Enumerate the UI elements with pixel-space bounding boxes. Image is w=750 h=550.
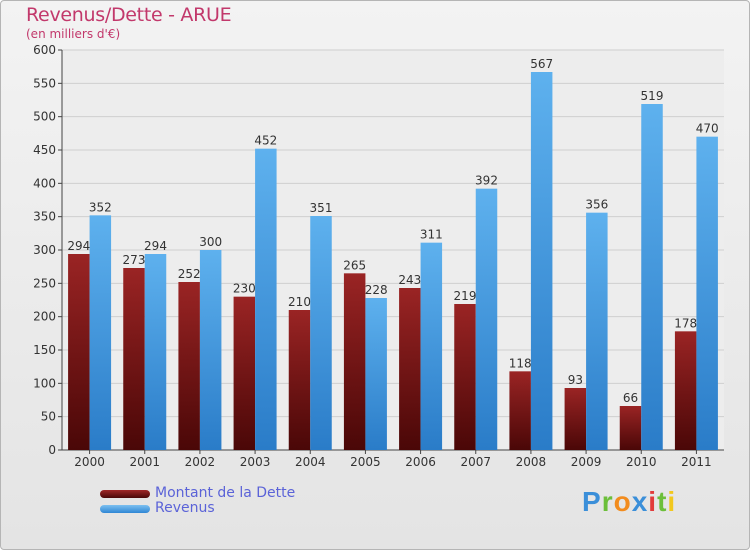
bar-revenue <box>475 188 498 450</box>
logo-letter: r <box>601 486 614 517</box>
bar-revenue <box>586 212 608 450</box>
data-label-revenue: 351 <box>310 201 333 215</box>
bar-revenue <box>144 254 167 450</box>
y-tick-label: 500 <box>33 110 56 124</box>
data-label-revenue: 519 <box>641 89 664 103</box>
bar-debt <box>564 388 587 450</box>
x-tick-label: 2007 <box>460 455 491 469</box>
bar-debt <box>233 296 256 450</box>
y-tick-label: 450 <box>33 143 56 157</box>
legend-label-revenue: Revenus <box>155 500 215 516</box>
logo-letter: t <box>657 486 668 517</box>
legend-swatch-debt <box>100 490 150 498</box>
bar-debt <box>123 268 145 450</box>
y-tick-label: 200 <box>33 310 56 324</box>
data-label-debt: 252 <box>178 267 201 281</box>
x-tick-label: 2009 <box>571 455 602 469</box>
bar-debt <box>343 273 366 450</box>
logo-letter: i <box>648 486 658 517</box>
x-tick-label: 2011 <box>681 455 712 469</box>
legend-label-debt: Montant de la Dette <box>155 485 296 501</box>
x-tick-label: 2006 <box>405 455 436 469</box>
logo-letter: x <box>631 486 649 517</box>
x-tick-label: 2010 <box>626 455 657 469</box>
y-tick-label: 0 <box>48 443 56 457</box>
data-label-debt: 243 <box>398 273 421 287</box>
bar-debt <box>674 331 697 450</box>
y-tick-label: 50 <box>41 410 56 424</box>
x-tick-label: 2003 <box>240 455 271 469</box>
data-label-debt: 93 <box>568 373 583 387</box>
chart-title: Revenus/Dette - ARUE <box>26 4 232 26</box>
data-label-debt: 230 <box>233 282 256 296</box>
data-label-debt: 294 <box>67 239 90 253</box>
data-label-revenue: 311 <box>420 228 443 242</box>
y-tick-label: 550 <box>33 76 56 90</box>
data-label-revenue: 294 <box>144 239 167 253</box>
x-tick-label: 2000 <box>74 455 105 469</box>
proxiti-logo: Proxiti <box>582 486 676 518</box>
bar-debt <box>68 254 90 450</box>
data-label-revenue: 352 <box>89 200 112 214</box>
y-tick-label: 250 <box>33 276 56 290</box>
x-tick-label: 2004 <box>295 455 326 469</box>
data-label-debt: 210 <box>288 295 311 309</box>
bar-revenue <box>530 72 553 450</box>
bar-debt <box>619 406 642 450</box>
data-label-revenue: 356 <box>585 198 608 212</box>
logo-letter: i <box>667 486 677 517</box>
data-label-debt: 219 <box>454 289 477 303</box>
y-tick-label: 350 <box>33 210 56 224</box>
y-tick-label: 300 <box>33 243 56 257</box>
bar-debt <box>399 288 421 450</box>
x-tick-label: 2005 <box>350 455 381 469</box>
legend-swatch-revenue <box>100 505 150 513</box>
bar-revenue <box>696 136 718 450</box>
bar-debt <box>509 371 531 450</box>
data-label-debt: 273 <box>123 253 146 267</box>
bar-revenue <box>255 148 277 450</box>
y-tick-label: 150 <box>33 343 56 357</box>
data-label-debt: 178 <box>674 316 697 330</box>
data-label-revenue: 300 <box>199 235 222 249</box>
bar-debt <box>288 310 311 450</box>
bar-revenue <box>199 250 222 450</box>
x-tick-label: 2001 <box>129 455 160 469</box>
data-label-revenue: 470 <box>696 122 719 136</box>
data-label-debt: 265 <box>343 258 366 272</box>
bar-revenue <box>365 298 387 450</box>
bar-debt <box>178 282 200 450</box>
data-label-revenue: 567 <box>530 57 553 71</box>
y-tick-label: 600 <box>33 43 56 57</box>
data-label-debt: 118 <box>509 356 532 370</box>
data-label-revenue: 228 <box>365 283 388 297</box>
bar-revenue <box>310 216 332 450</box>
bar-revenue <box>89 215 112 450</box>
x-tick-label: 2002 <box>185 455 216 469</box>
y-tick-label: 100 <box>33 376 56 390</box>
data-label-revenue: 452 <box>254 134 277 148</box>
logo-letter: o <box>613 486 632 517</box>
y-tick-label: 400 <box>33 176 56 190</box>
bar-debt <box>454 304 476 450</box>
bar-revenue <box>420 242 443 450</box>
chart-subtitle: (en milliers d'€) <box>26 27 121 41</box>
x-tick-label: 2008 <box>516 455 547 469</box>
data-label-revenue: 392 <box>475 174 498 188</box>
bar-revenue <box>641 104 663 450</box>
data-label-debt: 66 <box>623 391 638 405</box>
logo-letter: P <box>582 486 602 517</box>
